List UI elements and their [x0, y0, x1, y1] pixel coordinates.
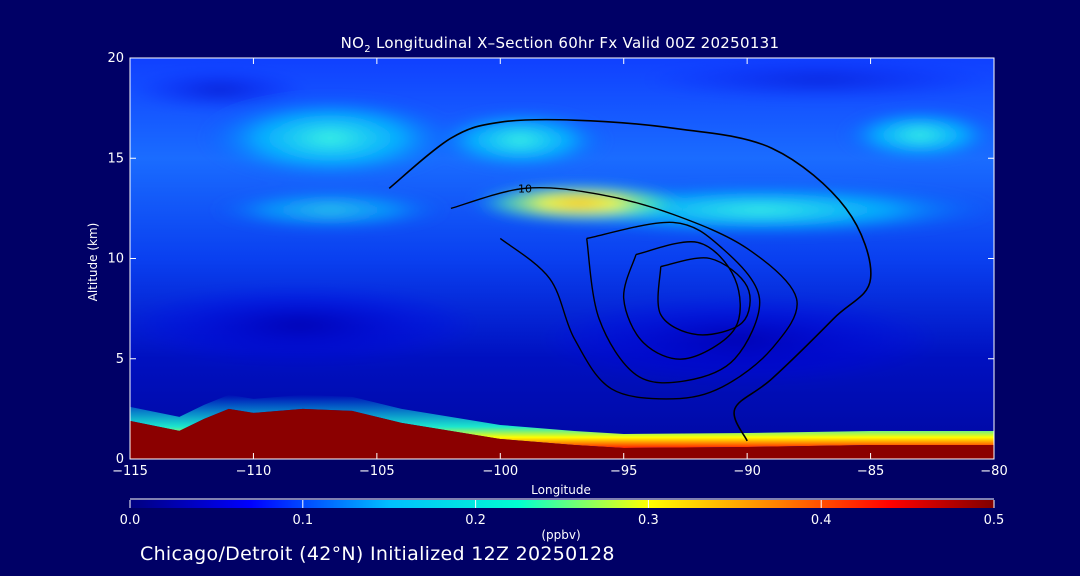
contour-positive [585, 221, 761, 384]
y-tick-label: 15 [107, 151, 124, 166]
colorbar-ticks: 0.0 0.1 0.2 0.3 0.4 0.5 [120, 500, 1005, 528]
x-tick-label: −100 [482, 464, 518, 479]
colorbar-tick-label: 0.2 [465, 513, 486, 528]
contour-positive [623, 241, 741, 360]
title-prefix: NO [340, 34, 365, 52]
x-tick-label: −85 [857, 464, 884, 479]
colorbar-label: (ppbv) [541, 528, 580, 542]
y-tick-label: 20 [107, 51, 124, 66]
concentration-field [130, 58, 994, 459]
y-axis-title: Altitude (km) [86, 223, 100, 302]
x-axis-title: Longitude [531, 483, 591, 497]
colorbar-tick-label: 0.5 [984, 513, 1005, 528]
field-features [130, 60, 994, 385]
contour-positive [657, 257, 751, 336]
colorbar [130, 500, 994, 508]
contour-label: 10 [518, 182, 532, 195]
x-tick-label: −90 [733, 464, 760, 479]
axes: −115 −110 −105 −100 −95 −90 −85 −80 0 5 10 15 20 [107, 51, 1007, 479]
title-subscript: 2 [364, 44, 371, 55]
chart-title: NO2 Longitudinal X–Section 60hr Fx Valid… [0, 34, 1080, 55]
colorbar-tick-label: 0.0 [120, 513, 141, 528]
x-tick-label: −115 [112, 464, 148, 479]
x-tick-label: −110 [236, 464, 272, 479]
contour-positive [450, 186, 798, 400]
title-rest: Longitudinal X–Section 60hr Fx Valid 00Z… [370, 34, 780, 52]
surface-glow-band [130, 394, 994, 448]
colorbar-tick-label: 0.4 [811, 513, 832, 528]
y-tick-label: 10 [107, 252, 124, 267]
x-tick-label: −95 [610, 464, 637, 479]
x-tick-label: −105 [359, 464, 395, 479]
contour-zero [388, 118, 872, 442]
colorbar-tick-label: 0.1 [292, 513, 313, 528]
contour-lines: 10 [388, 118, 872, 442]
colorbar-tick-label: 0.3 [638, 513, 659, 528]
terrain-surface [130, 408, 994, 459]
y-tick-label: 0 [116, 452, 124, 467]
run-caption: Chicago/Detroit (42°N) Initialized 12Z 2… [140, 543, 615, 565]
y-tick-label: 5 [116, 352, 124, 367]
x-tick-label: −80 [980, 464, 1007, 479]
